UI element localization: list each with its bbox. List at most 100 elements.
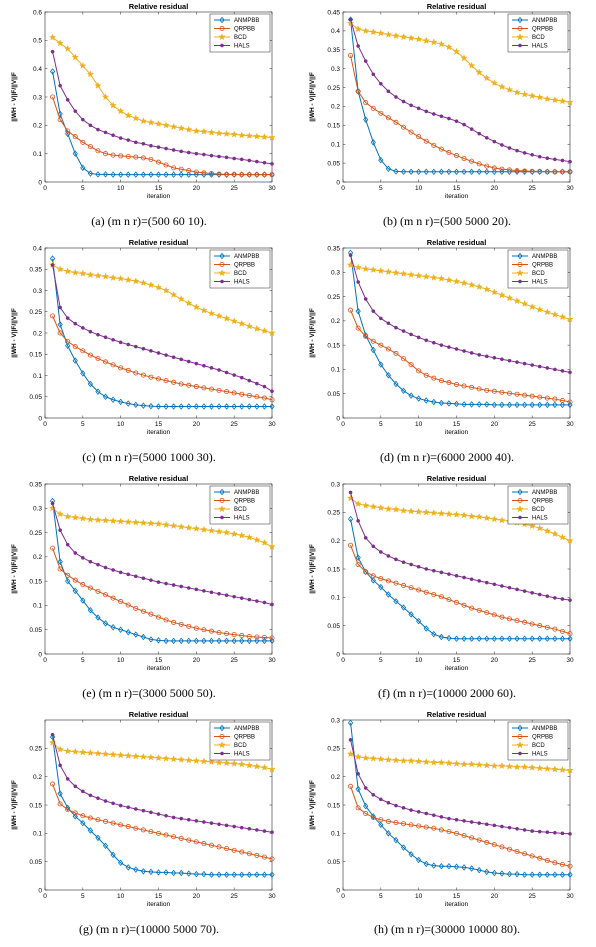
x-tick-label: 10 — [415, 185, 423, 192]
data-point — [422, 36, 430, 44]
y-tick-label: 0.1 — [331, 367, 340, 374]
data-point — [231, 171, 237, 177]
data-point — [537, 623, 543, 629]
data-point — [522, 361, 527, 366]
legend-label: HALS — [234, 752, 250, 758]
data-point — [109, 517, 117, 525]
data-point — [393, 598, 399, 605]
data-point — [552, 871, 558, 878]
data-point — [476, 161, 482, 167]
data-point — [522, 589, 527, 593]
data-point — [445, 43, 453, 51]
data-point — [247, 597, 252, 602]
data-point — [431, 340, 436, 345]
data-point — [261, 171, 268, 178]
data-point — [162, 121, 170, 129]
data-point — [133, 866, 139, 873]
data-point — [254, 171, 260, 178]
data-point — [186, 171, 192, 178]
data-point — [171, 834, 177, 840]
data-point — [516, 33, 524, 41]
data-point — [354, 752, 362, 760]
data-point — [72, 134, 78, 140]
data-point — [57, 321, 63, 328]
data-point — [132, 752, 140, 760]
data-point — [520, 763, 529, 771]
data-point — [154, 754, 163, 762]
x-tick-label: 20 — [491, 893, 499, 900]
data-point — [217, 154, 221, 159]
data-point — [133, 154, 139, 160]
data-point — [218, 33, 226, 41]
data-point — [499, 635, 505, 642]
data-point — [551, 530, 559, 537]
x-tick-label: 20 — [193, 893, 201, 900]
series-qrpbb — [50, 313, 275, 403]
data-point — [207, 128, 216, 136]
data-point — [125, 367, 131, 373]
data-point — [185, 125, 193, 133]
data-point — [58, 528, 62, 532]
data-point — [462, 122, 466, 127]
data-point — [453, 599, 459, 605]
data-point — [201, 841, 207, 847]
chart-title: Relative residual — [129, 2, 189, 11]
data-point — [65, 572, 71, 578]
data-point — [515, 360, 519, 364]
x-tick-label: 20 — [491, 185, 499, 192]
data-point — [545, 366, 550, 370]
data-point — [492, 823, 497, 828]
data-point — [207, 309, 216, 317]
data-point — [355, 307, 361, 315]
data-point — [543, 308, 551, 316]
data-point — [477, 821, 482, 825]
data-point — [238, 319, 246, 327]
data-point — [461, 383, 467, 389]
data-point — [140, 155, 146, 161]
legend-label: ANMPBB — [532, 726, 557, 732]
data-point — [559, 635, 566, 642]
legend-label: QRPBB — [532, 499, 553, 505]
data-point — [430, 509, 438, 517]
data-point — [446, 634, 452, 642]
data-point — [132, 114, 140, 122]
data-point — [460, 760, 468, 768]
data-point — [140, 402, 146, 409]
legend-label: BCD — [532, 271, 545, 277]
data-point — [552, 396, 558, 402]
data-point — [254, 172, 260, 178]
data-point — [80, 117, 85, 122]
data-point — [96, 562, 100, 567]
data-point — [110, 171, 116, 178]
data-point — [500, 584, 504, 588]
data-point — [438, 168, 444, 176]
data-point — [378, 110, 384, 116]
y-tick-label: 0.3 — [331, 717, 340, 724]
data-point — [118, 171, 124, 178]
legend: ANMPBB QRPBB BCD HALS — [507, 13, 569, 53]
legend-label: QRPBB — [234, 263, 255, 269]
data-point — [517, 724, 523, 732]
data-point — [490, 762, 499, 770]
y-tick-label: 0.15 — [327, 123, 340, 130]
chart-panel: Relative residual 0 5 10 15 20 25 30 0 0.05 0.1 0.1… — [298, 472, 596, 684]
data-point — [231, 403, 237, 410]
series-anmpbb — [347, 249, 573, 409]
data-point — [544, 169, 550, 175]
legend-label: ANMPBB — [532, 490, 557, 496]
data-point — [155, 637, 162, 644]
y-tick-label: 0.5 — [33, 38, 42, 45]
data-point — [446, 862, 452, 870]
y-tick-label: 0.1 — [331, 831, 340, 838]
data-point — [506, 616, 512, 622]
data-point — [400, 604, 407, 611]
data-point — [239, 171, 245, 178]
data-point — [269, 171, 275, 178]
data-point — [568, 832, 572, 836]
series-qrpbb — [348, 783, 573, 869]
data-point — [216, 171, 222, 177]
data-point — [469, 127, 474, 131]
data-point — [148, 829, 154, 835]
data-point — [95, 148, 101, 154]
data-point — [544, 624, 550, 630]
